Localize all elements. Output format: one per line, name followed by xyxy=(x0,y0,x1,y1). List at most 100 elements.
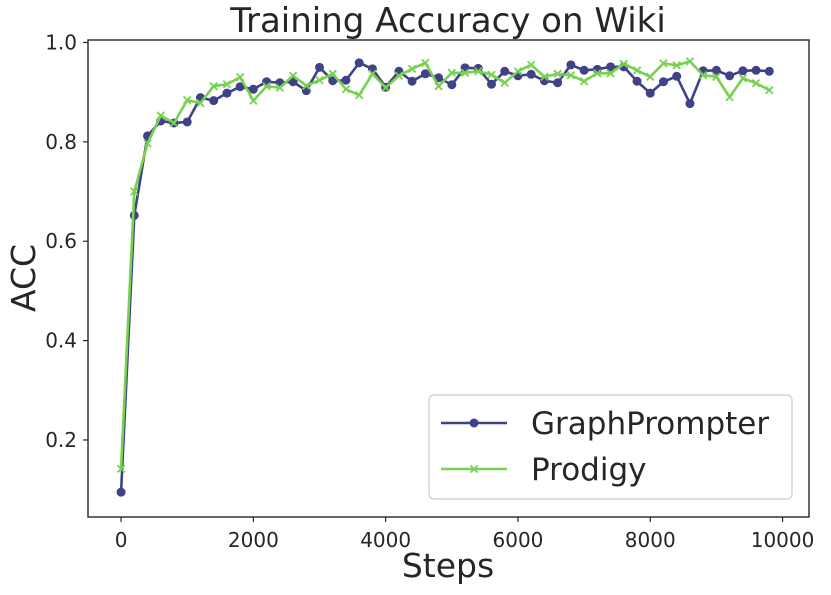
x-tick-label: 8000 xyxy=(625,528,676,552)
graphprompter-point xyxy=(354,58,364,68)
prodigy-point xyxy=(487,70,496,80)
prodigy-point-stroke xyxy=(341,84,351,94)
prodigy-point xyxy=(143,139,152,148)
prodigy-point-stroke xyxy=(302,81,311,90)
graphprompter-point xyxy=(566,60,576,70)
x-tick-label: 10000 xyxy=(751,528,815,552)
prodigy-point xyxy=(182,95,192,105)
prodigy-point xyxy=(407,64,417,74)
prodigy-point xyxy=(368,69,377,79)
prodigy-point xyxy=(341,84,351,94)
y-tick-label: 0.8 xyxy=(45,130,77,154)
prodigy-point xyxy=(288,71,298,81)
graphprompter-point xyxy=(209,96,219,106)
graphprompter-point xyxy=(606,62,616,72)
prodigy-point xyxy=(169,118,179,128)
prodigy-point-stroke xyxy=(685,57,695,66)
prodigy-point xyxy=(354,90,364,100)
graphprompter-point xyxy=(526,69,536,79)
plot-series xyxy=(116,57,774,497)
y-tick-label: 0.2 xyxy=(45,428,77,452)
prodigy-point-stroke xyxy=(447,68,457,78)
prodigy-point-stroke xyxy=(606,69,615,78)
prodigy-point xyxy=(381,83,390,92)
prodigy-point-stroke xyxy=(381,83,390,92)
prodigy-point xyxy=(328,69,337,79)
graphprompter-point xyxy=(420,69,430,79)
prodigy-point xyxy=(315,76,324,85)
prodigy-point-stroke xyxy=(619,59,629,69)
prodigy-point-stroke xyxy=(328,69,337,79)
x-tick-label: 2000 xyxy=(228,528,279,552)
prodigy-point xyxy=(698,71,708,80)
prodigy-point-stroke xyxy=(659,59,668,68)
prodigy-point-stroke xyxy=(632,66,642,75)
prodigy-point xyxy=(672,61,681,70)
prodigy-point-stroke xyxy=(487,70,496,80)
prodigy-point xyxy=(526,60,536,70)
legend-label-prodigy: Prodigy xyxy=(531,452,647,488)
graphprompter-point xyxy=(579,65,589,75)
x-axis-label: Steps xyxy=(402,546,494,585)
prodigy-point xyxy=(447,68,457,78)
graphprompter-point xyxy=(632,76,642,86)
x-tick-label: 6000 xyxy=(493,528,544,552)
prodigy-point-stroke xyxy=(698,71,708,80)
graphprompter-point xyxy=(447,80,457,90)
graphprompter-point xyxy=(328,76,338,86)
graphprompter-point xyxy=(764,66,774,76)
graphprompter-point xyxy=(738,66,748,76)
graphprompter-point xyxy=(315,62,325,72)
prodigy-point xyxy=(619,59,629,69)
prodigy-point-stroke xyxy=(143,139,152,148)
prodigy-point xyxy=(712,72,721,82)
prodigy-point-stroke xyxy=(182,95,192,105)
prodigy-point xyxy=(725,92,734,102)
chart-title: Training Accuracy on Wiki xyxy=(229,1,666,41)
prodigy-point-stroke xyxy=(751,78,761,88)
legend-label-graphprompter: GraphPrompter xyxy=(531,406,769,442)
prodigy-point xyxy=(579,77,589,86)
graphprompter-point xyxy=(725,71,735,81)
prodigy-point-stroke xyxy=(474,67,483,76)
prodigy-point-stroke xyxy=(169,118,179,128)
prodigy-point xyxy=(646,72,655,82)
prodigy-point xyxy=(209,81,218,91)
prodigy-point xyxy=(606,69,615,78)
graphprompter-point xyxy=(553,78,563,88)
x-tick-label: 4000 xyxy=(360,528,411,552)
prodigy-point xyxy=(196,98,205,108)
prodigy-point-stroke xyxy=(421,58,430,68)
prodigy-point-stroke xyxy=(765,85,774,95)
prodigy-point xyxy=(500,78,509,87)
prodigy-point-stroke xyxy=(288,71,298,81)
prodigy-point xyxy=(765,85,774,95)
prodigy-point-stroke xyxy=(249,96,258,105)
legend: GraphPrompter Prodigy xyxy=(428,394,793,500)
prodigy-point xyxy=(566,71,576,80)
prodigy-point-stroke xyxy=(315,76,324,85)
prodigy-point xyxy=(130,187,139,196)
prodigy-point xyxy=(474,67,483,76)
legend-marker-prodigy xyxy=(469,464,479,474)
prodigy-point xyxy=(249,96,258,105)
prodigy-point-stroke xyxy=(500,78,509,87)
graphprompter-point xyxy=(500,66,510,76)
graphprompter-point xyxy=(116,487,126,497)
prodigy-point-stroke xyxy=(593,69,602,78)
prodigy-point xyxy=(116,464,126,474)
y-tick-label: 0.6 xyxy=(45,229,77,253)
graphprompter-point xyxy=(486,79,496,89)
legend-box xyxy=(428,394,793,500)
graphprompter-point xyxy=(407,76,417,86)
prodigy-point-stroke xyxy=(738,74,748,83)
prodigy-point xyxy=(156,111,165,120)
prodigy-point-stroke xyxy=(712,72,721,82)
prodigy-point-stroke xyxy=(394,71,404,81)
prodigy-point xyxy=(513,67,523,76)
graphprompter-point xyxy=(658,77,668,87)
prodigy-point-stroke xyxy=(262,81,271,91)
y-tick-label: 0.4 xyxy=(45,329,77,353)
